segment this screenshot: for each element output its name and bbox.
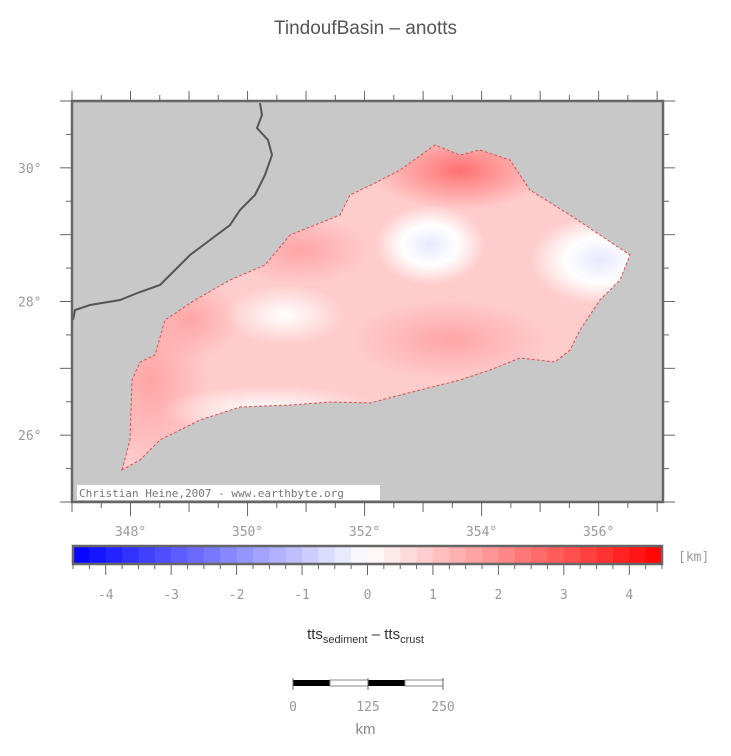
colorbar-tick-label: 2 <box>494 588 502 603</box>
colorbar-tick-label: 1 <box>429 588 437 603</box>
colorbar-cell <box>498 546 516 564</box>
lon-label: 350° <box>232 525 263 540</box>
scale-bar: 0 125 250 <box>289 678 455 715</box>
colorbar-cell <box>482 546 499 564</box>
colorbar-cell <box>334 546 352 564</box>
lon-label: 352° <box>349 525 380 540</box>
lat-label: 26° <box>18 429 41 444</box>
colorbar-tick-label: 4 <box>625 588 633 603</box>
colorbar-cell <box>73 546 90 564</box>
credit-text: Christian Heine,2007 - www.earthbyte.org <box>79 487 344 500</box>
colorbar-tick-label: -4 <box>98 588 114 603</box>
colorbar-cell <box>531 546 548 564</box>
scale-label-1: 125 <box>356 700 379 715</box>
scale-unit: km <box>355 721 376 738</box>
colorbar-cell <box>138 546 156 564</box>
colorbar-cell <box>563 546 581 564</box>
lat-label: 30° <box>18 162 41 177</box>
colorbar-tick-label: 3 <box>560 588 568 603</box>
colorbar-cell <box>318 546 336 564</box>
colorbar-cell <box>220 546 238 564</box>
colorbar-cell <box>269 546 287 564</box>
colorbar-cell <box>105 546 123 564</box>
colorbar-cell <box>547 546 565 564</box>
colorbar-label: ttssediment – ttscrust <box>307 626 424 646</box>
colorbar-cell <box>302 546 319 564</box>
colorbar-cell <box>465 546 483 564</box>
axis-ticks: 348° 350° 352° 354° 356° 30° 28° 26° <box>18 91 675 540</box>
scale-label-0: 0 <box>289 700 297 715</box>
colorbar-cell <box>612 546 630 564</box>
colorbar-cell <box>89 546 107 564</box>
colorbar-cell <box>187 546 205 564</box>
colorbar-tick-label: -1 <box>294 588 310 603</box>
colorbar-cell <box>629 546 647 564</box>
lat-label: 28° <box>18 296 41 311</box>
colorbar-cell <box>432 546 450 564</box>
scale-label-2: 250 <box>431 700 454 715</box>
colorbar-cell <box>171 546 189 564</box>
colorbar-cell <box>285 546 303 564</box>
colorbar-cell <box>580 546 598 564</box>
map-title: TindoufBasin – anotts <box>273 18 458 39</box>
colorbar-cell <box>122 546 139 564</box>
colorbar-cell <box>416 546 434 564</box>
colorbar-cell <box>203 546 221 564</box>
colorbar-cell <box>596 546 614 564</box>
credit-box <box>77 485 380 500</box>
colorbar-cell <box>236 546 254 564</box>
coastline <box>72 102 274 321</box>
colorbar-tick-label: 0 <box>364 588 372 603</box>
colorbar-cell <box>367 546 385 564</box>
colorbar-cell <box>645 546 663 564</box>
colorbar-cell <box>252 546 270 564</box>
colorbar-tick-label: -2 <box>229 588 245 603</box>
colorbar-cell <box>351 546 368 564</box>
lon-label: 356° <box>583 525 614 540</box>
colorbar: -4 -3 -2 -1 0 1 2 3 4 <box>71 544 664 603</box>
colorbar-tick-label: -3 <box>163 588 179 603</box>
colorbar-cell <box>449 546 467 564</box>
colorbar-cell <box>383 546 401 564</box>
lon-label: 348° <box>115 525 146 540</box>
colorbar-cell <box>400 546 418 564</box>
colorbar-cell <box>154 546 172 564</box>
lon-label: 354° <box>466 525 497 540</box>
colorbar-cell <box>514 546 532 564</box>
colorbar-unit: [km] <box>678 550 709 565</box>
